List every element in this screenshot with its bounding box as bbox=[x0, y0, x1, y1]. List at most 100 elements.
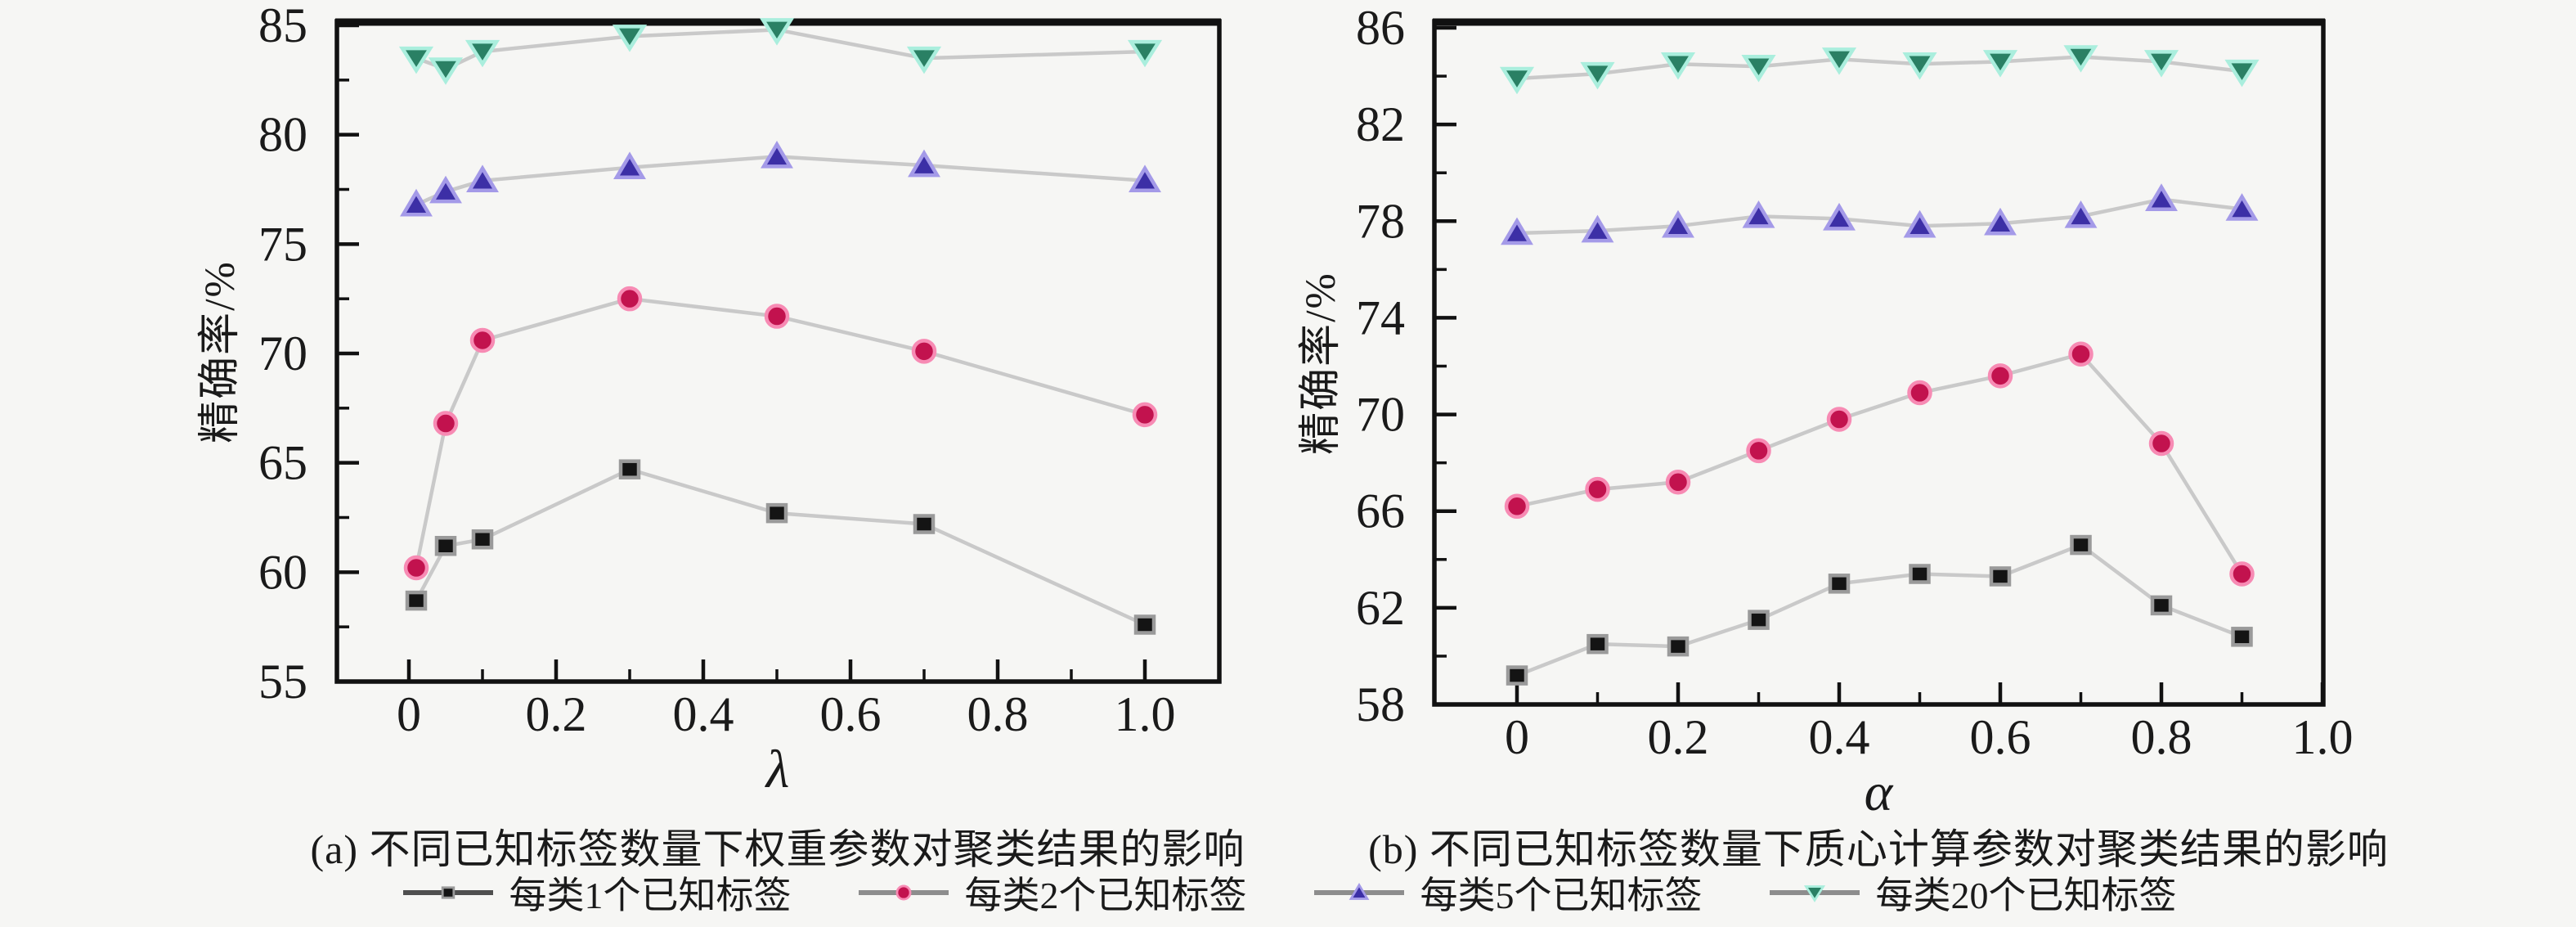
series-triangle-up bbox=[1501, 183, 2259, 245]
data-point-marker bbox=[1129, 164, 1161, 193]
data-point-marker bbox=[405, 590, 428, 611]
x-tick-label: 0.8 bbox=[967, 687, 1029, 741]
y-tick-label: 78 bbox=[1356, 194, 1405, 248]
data-point-marker bbox=[906, 46, 942, 74]
y-tick-label: 86 bbox=[1356, 1, 1405, 55]
data-point-marker bbox=[469, 327, 496, 353]
y-tick-label: 65 bbox=[258, 436, 307, 490]
y-axis-title: 精确率/% bbox=[197, 260, 244, 443]
data-point-marker bbox=[765, 502, 788, 524]
series-line bbox=[1516, 542, 2243, 677]
legend-item-1: 每类1个已知标签 bbox=[400, 866, 792, 920]
data-point-marker bbox=[433, 411, 459, 436]
data-point-marker bbox=[1989, 566, 2012, 587]
legend-item-3: 每类5个已知标签 bbox=[1311, 866, 1703, 920]
data-point-marker bbox=[428, 57, 464, 85]
data-point-marker bbox=[913, 514, 936, 534]
legend-marker bbox=[1803, 885, 1825, 902]
series-triangle-up bbox=[400, 140, 1161, 217]
x-tick-label: 0.4 bbox=[673, 687, 734, 741]
data-point-marker bbox=[1504, 493, 1530, 520]
legend: 每类1个已知标签 每类2个已知标签 每类5个已知标签 每类20个已知标签 bbox=[0, 866, 2576, 920]
data-point-marker bbox=[2150, 595, 2173, 616]
data-point-marker bbox=[1984, 207, 2017, 236]
series-square bbox=[1506, 534, 2253, 686]
data-point-marker bbox=[1127, 39, 1163, 68]
data-point-marker bbox=[1580, 61, 1615, 90]
x-tick-label: 0 bbox=[1505, 710, 1529, 764]
data-point-marker bbox=[1982, 50, 2018, 78]
data-point-marker bbox=[1823, 202, 1856, 231]
data-point-marker bbox=[2145, 183, 2178, 211]
data-point-marker bbox=[1902, 52, 1937, 80]
data-point-marker bbox=[2224, 59, 2260, 88]
data-point-marker bbox=[1586, 633, 1609, 655]
data-point-marker bbox=[613, 151, 646, 180]
legend-item-label: 每类2个已知标签 bbox=[964, 875, 1247, 916]
caption-a: (a) 不同已知标签数量下权重参数对聚类结果的影响 bbox=[310, 826, 1245, 872]
caption-b: (b) 不同已知标签数量下质心计算参数对聚类结果的影响 bbox=[1368, 826, 2389, 872]
series-square bbox=[405, 459, 1156, 635]
legend-item-2: 每类2个已知标签 bbox=[855, 866, 1247, 920]
legend-marker-square-icon bbox=[402, 886, 493, 899]
data-point-marker bbox=[1987, 363, 2013, 389]
data-point-marker bbox=[1741, 55, 1776, 83]
series-triangle-down bbox=[398, 18, 1163, 85]
data-point-marker bbox=[400, 188, 433, 217]
data-point-marker bbox=[403, 555, 429, 581]
data-point-marker bbox=[761, 140, 793, 169]
data-point-marker bbox=[471, 529, 494, 550]
legend-marker-triangle-down-icon bbox=[1769, 885, 1860, 902]
x-tick-label: 0.2 bbox=[1648, 710, 1709, 764]
data-point-marker bbox=[759, 18, 795, 46]
y-tick-label: 55 bbox=[258, 655, 307, 709]
y-tick-label: 62 bbox=[1356, 581, 1405, 635]
y-tick-label: 85 bbox=[258, 0, 307, 52]
y-axis: 55 60 65 70 75 80 85 bbox=[258, 0, 359, 709]
x-axis-title: α bbox=[1865, 763, 1894, 822]
chart-a: 55 60 65 70 75 80 85 0 0.2 0.4 0.6 0.8 1.0 λ 精确率/% bbox=[197, 0, 1222, 799]
series-triangle-down bbox=[1499, 45, 2260, 95]
y-tick-label: 58 bbox=[1356, 677, 1405, 731]
legend-item-label: 每类1个已知标签 bbox=[509, 875, 792, 916]
y-tick-label: 60 bbox=[258, 545, 307, 599]
x-tick-label: 0.6 bbox=[1970, 710, 2031, 764]
data-point-marker bbox=[1662, 209, 1694, 238]
x-axis: 0 0.2 0.4 0.6 0.8 1.0 bbox=[397, 659, 1176, 741]
legend-marker bbox=[895, 884, 911, 901]
data-point-marker bbox=[1581, 214, 1614, 243]
series-line bbox=[1516, 352, 2244, 575]
series-circle bbox=[1504, 341, 2255, 587]
legend-item-4: 每类20个已知标签 bbox=[1766, 866, 2177, 920]
data-point-marker bbox=[1501, 217, 1533, 245]
data-point-marker bbox=[434, 536, 457, 556]
data-point-marker bbox=[1667, 636, 1690, 657]
series-line bbox=[414, 296, 1146, 569]
data-point-marker bbox=[2231, 627, 2253, 647]
data-point-marker bbox=[617, 286, 643, 312]
series-line bbox=[1516, 197, 2242, 236]
legend-item-label: 每类5个已知标签 bbox=[1420, 875, 1703, 916]
y-tick-label: 70 bbox=[258, 326, 307, 380]
y-tick-label: 66 bbox=[1356, 484, 1405, 538]
plot-border bbox=[334, 19, 1222, 684]
y-tick-label: 80 bbox=[258, 108, 307, 162]
data-point-marker bbox=[764, 304, 790, 329]
y-tick-label: 70 bbox=[1356, 388, 1405, 442]
series-circle bbox=[403, 286, 1158, 581]
legend-marker-circle-icon bbox=[858, 884, 949, 901]
x-tick-label: 0.4 bbox=[1809, 710, 1870, 764]
data-point-marker bbox=[1746, 438, 1771, 464]
data-point-marker bbox=[2064, 200, 2098, 228]
data-point-marker bbox=[398, 46, 434, 74]
data-point-marker bbox=[2148, 430, 2174, 457]
y-tick-label: 82 bbox=[1356, 97, 1405, 151]
legend-marker bbox=[1349, 882, 1369, 900]
data-point-marker bbox=[1506, 665, 1528, 686]
data-point-marker bbox=[466, 164, 499, 193]
y-tick-label: 74 bbox=[1356, 290, 1405, 344]
data-point-marker bbox=[1665, 470, 1691, 495]
data-point-marker bbox=[2229, 561, 2255, 587]
data-point-marker bbox=[2068, 341, 2094, 367]
